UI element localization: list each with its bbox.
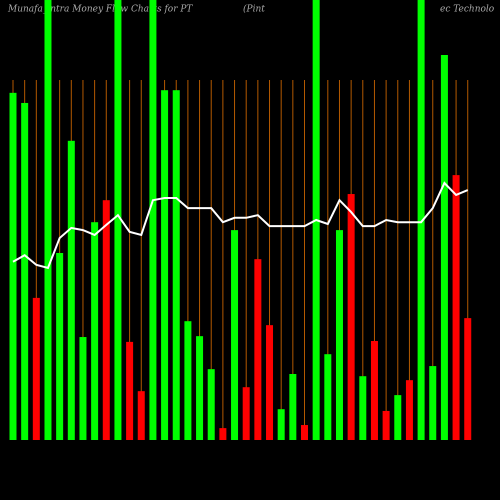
bar [254,259,262,440]
bar [161,90,169,440]
bar [289,374,297,440]
bar [172,90,180,440]
bar [347,194,355,440]
bar [231,230,239,440]
bar [9,92,17,440]
bar [335,230,343,440]
bar [207,369,215,440]
bar [219,428,227,440]
bar [44,0,52,440]
bar [452,175,460,440]
bar [301,425,308,440]
bar [56,253,64,440]
chart-title: (Pint [243,4,265,15]
bar [382,410,390,440]
bar [184,321,192,440]
money-flow-line [12,181,469,270]
bar [394,395,402,440]
bar [359,376,367,440]
bar [21,102,29,441]
bar [242,387,250,440]
bar [266,325,274,440]
bar [32,297,40,440]
bar [370,341,378,440]
bar [79,337,87,440]
bar [440,55,448,440]
bar [405,380,413,440]
bar [126,341,134,440]
bar [196,336,204,440]
bar [417,0,425,440]
bar [464,318,472,440]
bar [137,391,145,440]
bar [114,0,122,440]
bar [102,200,110,440]
chart-title: Munafa_intra Money Flow Charts for PT [7,5,193,15]
bar [91,222,99,440]
bar [149,0,157,440]
bar [67,140,75,441]
bar [324,354,332,440]
bar [277,409,285,440]
chart-title: ec Technolo [440,5,495,15]
bar [429,366,437,440]
